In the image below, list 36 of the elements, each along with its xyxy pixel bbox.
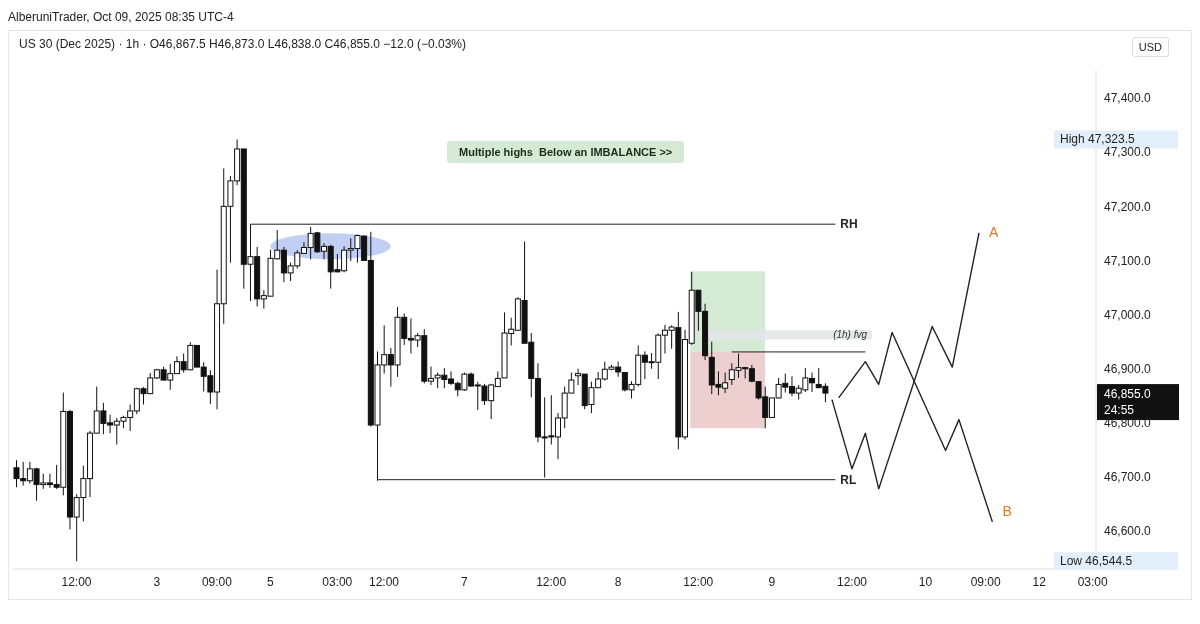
annotation: Low 46,544.5 (1060, 554, 1133, 569)
x-tick-label: 3 (153, 574, 161, 589)
price-tag: 46,855.0 24:55 (1097, 384, 1179, 421)
x-tick-label: 8 (614, 574, 622, 589)
x-tick-label: 03:00 (1077, 574, 1108, 589)
y-tick-label: 47,200.0 (1104, 199, 1152, 214)
x-tick-label: 10 (918, 574, 933, 589)
series-label: B (1002, 502, 1012, 519)
x-tick-label: 09:00 (201, 574, 233, 589)
chart-subtitle: AlberuniTrader, Oct 09, 2025 08:35 UTC-4 (8, 9, 235, 26)
annotation: Multiple highs Below an IMBALANCE >> (447, 141, 685, 163)
y-tick-label: 47,400.0 (1104, 91, 1152, 106)
x-tick-label: 7 (460, 574, 468, 589)
y-tick-label: 46,700.0 (1104, 470, 1152, 485)
ref-line-label: RL (840, 472, 857, 487)
x-tick-label: 5 (267, 574, 275, 589)
x-tick-label: 9 (768, 574, 776, 589)
x-tick-label: 12:00 (536, 574, 567, 589)
series-label: A (989, 223, 1000, 240)
x-tick-label: 12:00 (836, 574, 868, 589)
y-tick-label: 46,900.0 (1104, 361, 1152, 376)
y-tick-label: 47,100.0 (1104, 253, 1152, 268)
x-tick-label: 12:00 (369, 574, 400, 589)
x-tick-label: 09:00 (970, 574, 1002, 589)
ref-line-label: RH (840, 217, 858, 232)
x-tick-label: 03:00 (322, 574, 353, 589)
x-tick-label: 12:00 (61, 574, 92, 589)
x-tick-label: 12 (1032, 574, 1047, 589)
x-tick-label: 12:00 (683, 574, 714, 589)
annotation: High 47,323.5 (1060, 132, 1136, 147)
chart-title: US 30 (Dec 2025) · 1h · O46,867.5 H46,873.0 L46,838.0 C46,855.0 −12.0 (−0.03%) (19, 37, 466, 51)
band-label: (1h) fvg (833, 329, 868, 341)
y-tick-label: 47,000.0 (1104, 307, 1152, 322)
y-axis-title: USD (1131, 37, 1169, 57)
price-tag: Low 46,544.5 (1054, 552, 1178, 571)
y-tick-label: 46,600.0 (1104, 524, 1152, 539)
